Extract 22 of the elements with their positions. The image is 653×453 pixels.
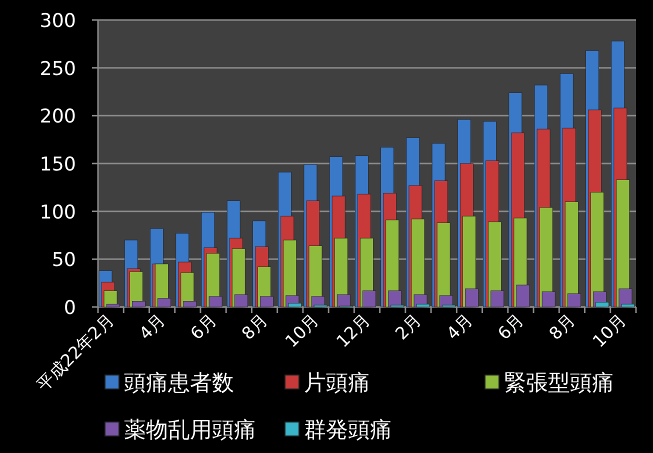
x-tick-label: 4月: [443, 310, 478, 344]
y-tick-label: 100: [40, 201, 76, 224]
x-tick-label: 12月: [333, 310, 375, 352]
y-tick-label: 50: [52, 249, 76, 272]
legend-label: 片頭痛: [304, 371, 370, 396]
y-tick-label: 300: [40, 10, 76, 32]
x-tick-label: 10月: [589, 310, 631, 352]
legend-label: 群発頭痛: [304, 418, 392, 443]
x-tick-label: 10月: [282, 310, 324, 352]
x-tick-label: 6月: [187, 310, 221, 344]
y-tick-label: 150: [40, 154, 76, 176]
x-tick-label: 6月: [494, 310, 528, 344]
x-tick-label: 2月: [392, 310, 426, 344]
y-tick-label: 0: [64, 297, 76, 319]
x-tick-label: 4月: [136, 310, 170, 344]
x-tick-label: 8月: [238, 310, 272, 344]
y-tick-label: 200: [40, 106, 76, 128]
legend-label: 緊張型頭痛: [504, 371, 614, 396]
legend-label: 頭痛患者数: [124, 371, 234, 396]
y-tick-label: 250: [40, 58, 76, 80]
x-tick-label: 8月: [546, 310, 580, 344]
legend-label: 薬物乱用頭痛: [124, 418, 256, 443]
